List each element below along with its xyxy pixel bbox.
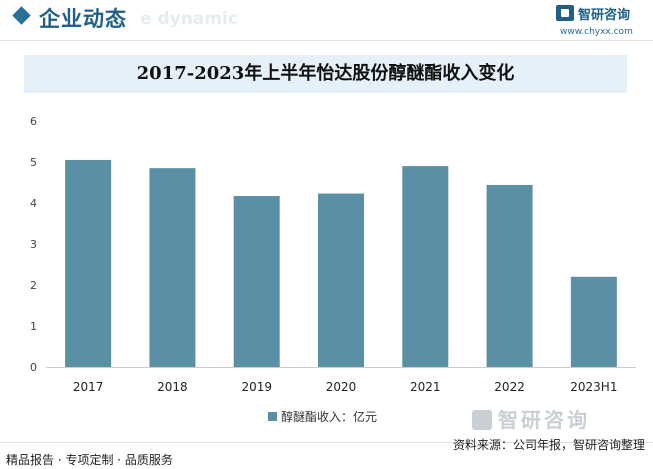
chart-title: 2017-2023年上半年怡达股份醇醚酯收入变化 xyxy=(136,63,515,84)
brand-logo: 智研咨询 www.chyxx.com xyxy=(556,3,636,39)
y-tick-label: 5 xyxy=(30,156,37,169)
section-title: 企业动态 xyxy=(39,7,127,31)
chart-title-band: 2017-2023年上半年怡达股份醇醚酯收入变化 xyxy=(24,55,627,93)
diamond-icon xyxy=(12,6,31,25)
bar-2023H1 xyxy=(570,276,617,367)
bar-2022 xyxy=(486,184,533,367)
legend-swatch xyxy=(268,412,277,421)
x-tick-label: 2023H1 xyxy=(570,380,617,394)
x-tick-label: 2019 xyxy=(241,380,272,394)
y-tick-label: 6 xyxy=(30,115,37,128)
brand-name: 智研咨询 xyxy=(578,8,631,23)
y-axis-ticks: 0 1 2 3 4 5 6 xyxy=(30,115,37,374)
watermark-logo: 智研咨询 xyxy=(472,404,590,433)
x-axis-ticks: 2017 2018 2019 2020 2021 2022 2023H1 xyxy=(73,380,618,394)
header-ghost-text: e dynamic xyxy=(140,9,238,29)
brand-logo-icon xyxy=(556,5,574,21)
x-tick-label: 2017 xyxy=(73,380,104,394)
footer-tagline: 精品报告 · 专项定制 · 品质服务 xyxy=(6,453,173,467)
legend-label: 醇醚酯收入：亿元 xyxy=(281,410,378,424)
y-tick-label: 3 xyxy=(30,238,37,251)
page-header: e dynamic 企业动态 智研咨询 www.chyxx.com xyxy=(0,0,653,39)
x-tick-label: 2018 xyxy=(157,380,188,394)
bar-2018 xyxy=(149,168,196,367)
x-tick-label: 2020 xyxy=(326,380,357,394)
y-tick-label: 0 xyxy=(30,361,37,374)
header-divider xyxy=(0,40,653,41)
bar-2020 xyxy=(318,193,364,367)
x-tick-label: 2021 xyxy=(410,380,441,394)
bar-2017 xyxy=(65,159,112,367)
watermark-logo-icon xyxy=(472,410,492,430)
x-tick-label: 2022 xyxy=(494,380,525,394)
bar-2019 xyxy=(233,196,280,367)
y-tick-label: 4 xyxy=(30,197,37,210)
bar-chart: 0 1 2 3 4 5 6 2017 2018 2019 2020 2021 2022 2023H1 xyxy=(30,115,636,394)
chart-legend: 醇醚酯收入：亿元 xyxy=(268,406,378,424)
footer-divider xyxy=(0,442,653,443)
footer-source: 资料来源：公司年报，智研咨询整理 xyxy=(452,438,645,452)
y-tick-label: 1 xyxy=(30,320,37,333)
bar-series xyxy=(65,159,617,367)
brand-url: www.chyxx.com xyxy=(560,27,633,37)
bar-2021 xyxy=(402,166,449,367)
watermark-text: 智研咨询 xyxy=(498,408,590,432)
y-tick-label: 2 xyxy=(30,279,37,292)
